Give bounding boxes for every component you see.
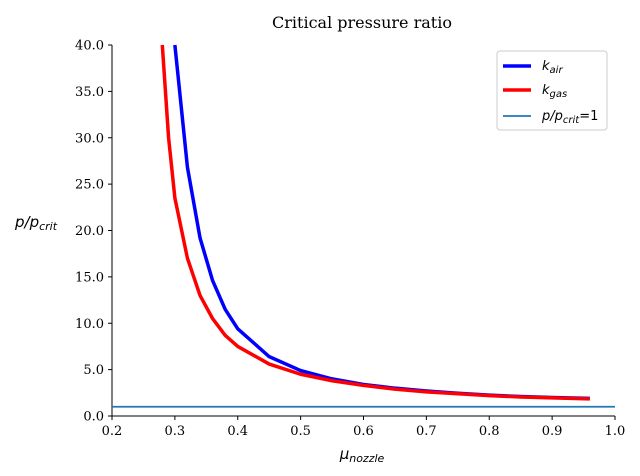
legend-entry-gas: kgas [542, 83, 567, 100]
legend-entry-reference-suffix: =1 [579, 109, 598, 124]
legend-box [496, 50, 608, 131]
x-tick-label: 0.3 [165, 424, 186, 439]
y-axis-label-sub: crit [39, 220, 58, 233]
series-group [112, 44, 615, 408]
legend-entry-reference-main: p/p [541, 109, 563, 124]
x-tick-label: 0.5 [290, 424, 311, 439]
x-tick-label: 0.9 [542, 424, 563, 439]
x-axis-label-sub: nozzle [349, 452, 384, 465]
legend: kair kgas p/pcrit=1 [496, 50, 608, 131]
legend-entry-reference: p/pcrit=1 [541, 109, 598, 126]
y-tick-label: 10.0 [75, 317, 104, 332]
y-tick-label: 35.0 [75, 85, 104, 100]
y-tick-label: 30.0 [75, 131, 104, 146]
y-tick-label: 25.0 [75, 178, 104, 193]
x-ticks: 0.2 0.3 0.4 0.5 0.6 0.7 0.8 0.9 1.0 [102, 416, 626, 439]
x-tick-label: 0.6 [353, 424, 374, 439]
legend-entry-reference-sub: crit [563, 115, 580, 126]
series-line-k-gas [160, 44, 590, 401]
chart-title: Critical pressure ratio [272, 13, 452, 32]
y-tick-label: 5.0 [83, 363, 104, 378]
x-tick-label: 1.0 [605, 424, 626, 439]
x-tick-label: 0.8 [479, 424, 500, 439]
legend-entry-gas-sub: gas [550, 89, 568, 100]
x-tick-label: 0.2 [102, 424, 123, 439]
x-tick-label: 0.4 [227, 424, 248, 439]
y-tick-label: 40.0 [75, 39, 104, 54]
y-ticks: 0.0 5.0 10.0 15.0 20.0 25.0 30.0 35.0 40.0 [75, 39, 112, 425]
x-tick-label: 0.7 [416, 424, 437, 439]
x-axis-label-main: μ [339, 445, 350, 463]
legend-entry-air: kair [542, 59, 563, 76]
y-axis-label-main: p/p [14, 213, 39, 231]
y-axis-label: p/pcrit [14, 213, 58, 233]
legend-entry-air-sub: air [550, 65, 564, 76]
x-axis-label: μnozzle [339, 445, 385, 465]
y-tick-label: 15.0 [75, 270, 104, 285]
legend-entry-air-main: k [542, 59, 550, 74]
y-tick-label: 0.0 [83, 410, 104, 425]
legend-entry-gas-main: k [542, 83, 550, 98]
y-tick-label: 20.0 [75, 224, 104, 239]
